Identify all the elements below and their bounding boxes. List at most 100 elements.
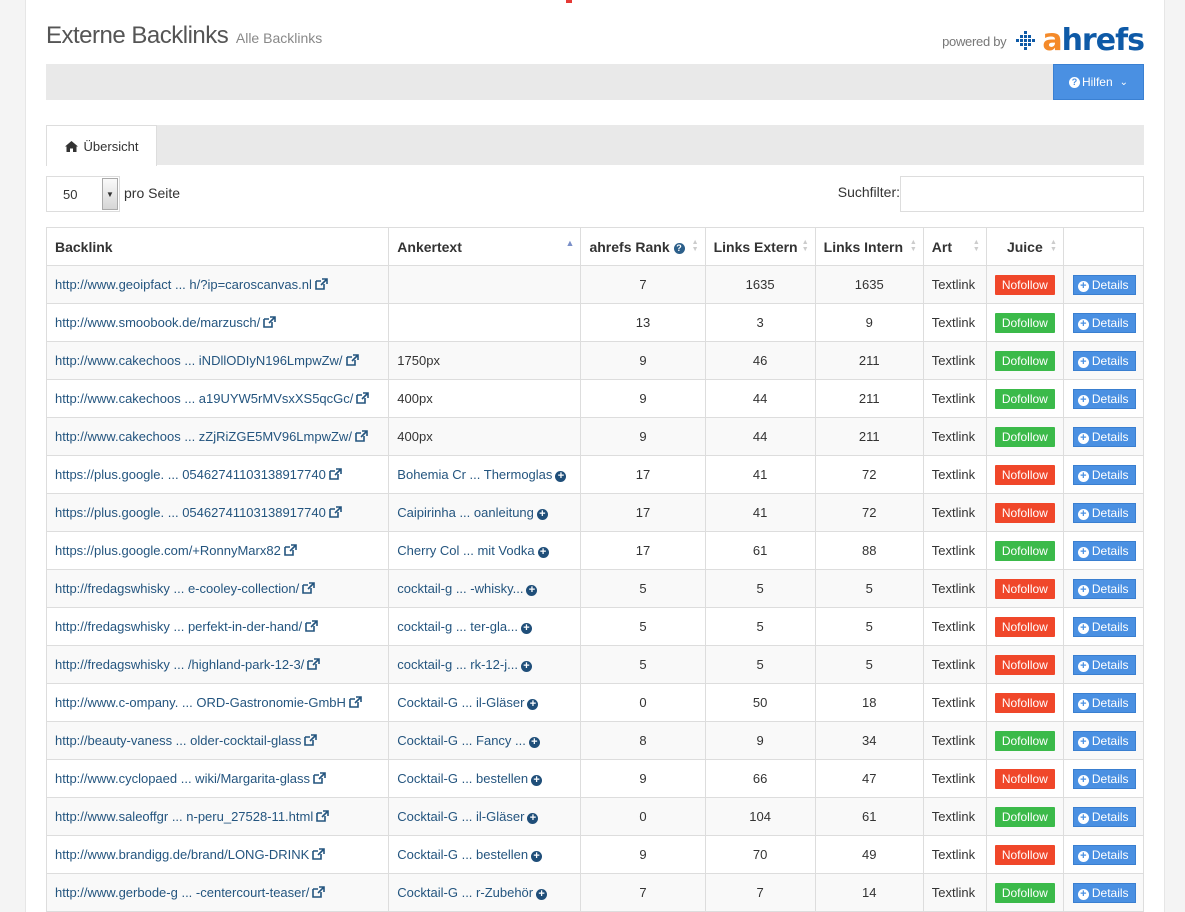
anchor-text-link[interactable]: Cocktail-G ... r-Zubehör xyxy=(397,885,534,900)
anchor-cell: cocktail-g ... rk-12-j... + xyxy=(388,645,582,684)
anchor-text-link[interactable]: Cocktail-G ... Fancy ... xyxy=(397,733,526,748)
column-header-links-extern[interactable]: Links Extern ▲ ▼ xyxy=(704,227,816,266)
plus-circle-icon: + xyxy=(1077,318,1089,330)
plus-circle-icon[interactable]: + xyxy=(520,623,532,634)
details-button[interactable]: + Details xyxy=(1072,350,1136,371)
anchor-text-link[interactable]: cocktail-g ... -whisky... xyxy=(397,581,524,596)
plus-circle-icon[interactable]: + xyxy=(527,699,539,710)
anchor-text-link[interactable]: cocktail-g ... rk-12-j... xyxy=(397,657,518,672)
backlink-link[interactable]: http://www.geoipfact ... h/?ip=caroscanv… xyxy=(55,277,312,292)
backlink-cell: http://fredagswhisky ... e-cooley-collec… xyxy=(45,569,390,608)
backlink-link[interactable]: http://www.cakechoos ... zZjRiZGE5MV96Lm… xyxy=(55,429,352,444)
help-circle-icon[interactable]: ? xyxy=(673,242,685,254)
backlink-link[interactable]: http://www.gerbode-g ... -centercourt-te… xyxy=(55,885,310,900)
backlink-cell: http://www.saleoffgr ... n-peru_27528-11… xyxy=(45,797,390,836)
plus-circle-icon[interactable]: + xyxy=(527,813,539,824)
plus-circle-icon[interactable]: + xyxy=(526,585,538,596)
plus-circle-icon[interactable]: + xyxy=(531,775,543,786)
details-button[interactable]: + Details xyxy=(1072,692,1136,713)
table-row: http://fredagswhisky ... e-cooley-collec… xyxy=(45,569,1145,608)
actions-cell: + Details xyxy=(1062,379,1145,418)
details-button[interactable]: + Details xyxy=(1072,426,1136,447)
table-row: http://www.cakechoos ... zZjRiZGE5MV96Lm… xyxy=(45,417,1145,456)
plus-circle-icon[interactable]: + xyxy=(555,471,567,482)
details-button[interactable]: + Details xyxy=(1072,464,1136,485)
ahrefs-rank-cell: 7 xyxy=(580,873,706,912)
column-header-links-intern[interactable]: Links Intern ▲ ▼ xyxy=(814,227,924,266)
plus-circle-icon[interactable]: + xyxy=(537,547,549,558)
details-button[interactable]: + Details xyxy=(1072,274,1136,295)
details-button[interactable]: + Details xyxy=(1072,654,1136,675)
backlink-link[interactable]: http://beauty-vaness ... older-cocktail-… xyxy=(55,733,302,748)
juice-badge: Dofollow xyxy=(994,806,1055,827)
details-button[interactable]: + Details xyxy=(1072,768,1136,789)
ahrefs-dots-icon xyxy=(1016,31,1036,50)
actions-cell: + Details xyxy=(1062,265,1145,304)
details-button[interactable]: + Details xyxy=(1072,578,1136,599)
anchor-text-link[interactable]: Bohemia Cr ... Thermoglas xyxy=(397,467,553,482)
details-button[interactable]: + Details xyxy=(1072,388,1136,409)
plus-circle-icon[interactable]: + xyxy=(536,509,548,520)
backlink-cell: http://www.cyclopaed ... wiki/Margarita-… xyxy=(45,759,390,798)
column-header-backlink[interactable]: Backlink xyxy=(45,227,390,266)
anchor-text-link[interactable]: Cocktail-G ... bestellen xyxy=(397,847,529,862)
backlink-link[interactable]: http://fredagswhisky ... e-cooley-collec… xyxy=(55,581,300,596)
links-intern-cell: 5 xyxy=(814,645,924,684)
search-filter-input[interactable] xyxy=(900,176,1144,212)
details-button[interactable]: + Details xyxy=(1072,540,1136,561)
links-extern-cell: 5 xyxy=(704,645,816,684)
backlink-link[interactable]: https://plus.google. ... 054627411031389… xyxy=(55,467,326,482)
column-header-ahrefs-rank[interactable]: ahrefs Rank ? ▲ ▼ xyxy=(580,227,706,266)
table-row: https://plus.google.com/+RonnyMarx82 Cher… xyxy=(45,531,1145,570)
plus-circle-icon[interactable]: + xyxy=(528,737,540,748)
backlink-link[interactable]: http://www.cyclopaed ... wiki/Margarita-… xyxy=(55,771,311,786)
plus-circle-icon[interactable]: + xyxy=(531,851,543,862)
tab-uebersicht[interactable]: Übersicht xyxy=(46,125,157,166)
plus-circle-icon[interactable]: + xyxy=(520,661,532,672)
details-button[interactable]: + Details xyxy=(1072,844,1136,865)
column-header-juice[interactable]: Juice ▲ ▼ xyxy=(985,227,1064,266)
backlink-link[interactable]: http://www.saleoffgr ... n-peru_27528-11… xyxy=(55,809,314,824)
page-size-select[interactable]: 50 ▼ xyxy=(46,176,120,212)
details-button[interactable]: + Details xyxy=(1072,806,1136,827)
anchor-text-link[interactable]: Cocktail-G ... il-Gläser xyxy=(397,809,525,824)
column-header-ankertext[interactable]: Ankertext ▲ xyxy=(388,227,582,266)
details-button[interactable]: + Details xyxy=(1072,502,1136,523)
anchor-text-link[interactable]: Caipirinha ... oanleitung xyxy=(397,505,534,520)
backlink-link[interactable]: http://www.c-ompany. ... ORD-Gastronomie… xyxy=(55,695,346,710)
powered-by: powered by ahrefs xyxy=(942,26,1145,56)
juice-badge: Nofollow xyxy=(994,616,1055,637)
anchor-text-link[interactable]: Cocktail-G ... il-Gläser xyxy=(397,695,525,710)
plus-circle-icon[interactable]: + xyxy=(536,889,548,900)
anchor-cell xyxy=(388,303,582,342)
backlink-link[interactable]: https://plus.google.com/+RonnyMarx82 xyxy=(55,543,281,558)
dropdown-arrow-icon[interactable]: ▼ xyxy=(102,178,118,210)
external-link-icon xyxy=(305,620,318,632)
actions-cell: + Details xyxy=(1062,569,1145,608)
backlink-link[interactable]: http://www.smoobook.de/marzusch/ xyxy=(55,315,261,330)
links-extern-cell: 5 xyxy=(704,607,816,646)
backlink-link[interactable]: http://www.cakechoos ... a19UYW5rMVsxXS5… xyxy=(55,391,354,406)
details-button[interactable]: + Details xyxy=(1072,730,1136,751)
actions-cell: + Details xyxy=(1062,683,1145,722)
anchor-text-link[interactable]: Cherry Col ... mit Vodka xyxy=(397,543,535,558)
external-link-icon xyxy=(356,392,370,404)
backlink-link[interactable]: https://plus.google. ... 054627411031389… xyxy=(55,505,326,520)
sort-icon: ▲ ▼ xyxy=(691,239,699,253)
backlink-cell: http://www.cakechoos ... a19UYW5rMVsxXS5… xyxy=(45,379,390,418)
backlink-link[interactable]: http://www.brandigg.de/brand/LONG-DRINK xyxy=(55,847,310,862)
backlink-link[interactable]: http://fredagswhisky ... /highland-park-… xyxy=(55,657,305,672)
backlink-link[interactable]: http://www.cakechoos ... iNDllODIyN196Lm… xyxy=(55,353,343,368)
help-button[interactable]: ? Hilfen ⌄ xyxy=(1053,64,1144,100)
anchor-text-link[interactable]: cocktail-g ... ter-gla... xyxy=(397,619,518,634)
column-header-art[interactable]: Art ▲ ▼ xyxy=(922,227,987,266)
external-link-icon xyxy=(284,544,297,556)
details-button[interactable]: + Details xyxy=(1072,312,1136,333)
details-button[interactable]: + Details xyxy=(1072,882,1136,903)
anchor-text-link[interactable]: Cocktail-G ... bestellen xyxy=(397,771,529,786)
ahrefs-rank-cell: 9 xyxy=(580,759,706,798)
external-link-icon xyxy=(263,316,277,328)
external-link-icon xyxy=(329,468,342,480)
details-button[interactable]: + Details xyxy=(1072,616,1136,637)
backlink-link[interactable]: http://fredagswhisky ... perfekt-in-der-… xyxy=(55,619,303,634)
